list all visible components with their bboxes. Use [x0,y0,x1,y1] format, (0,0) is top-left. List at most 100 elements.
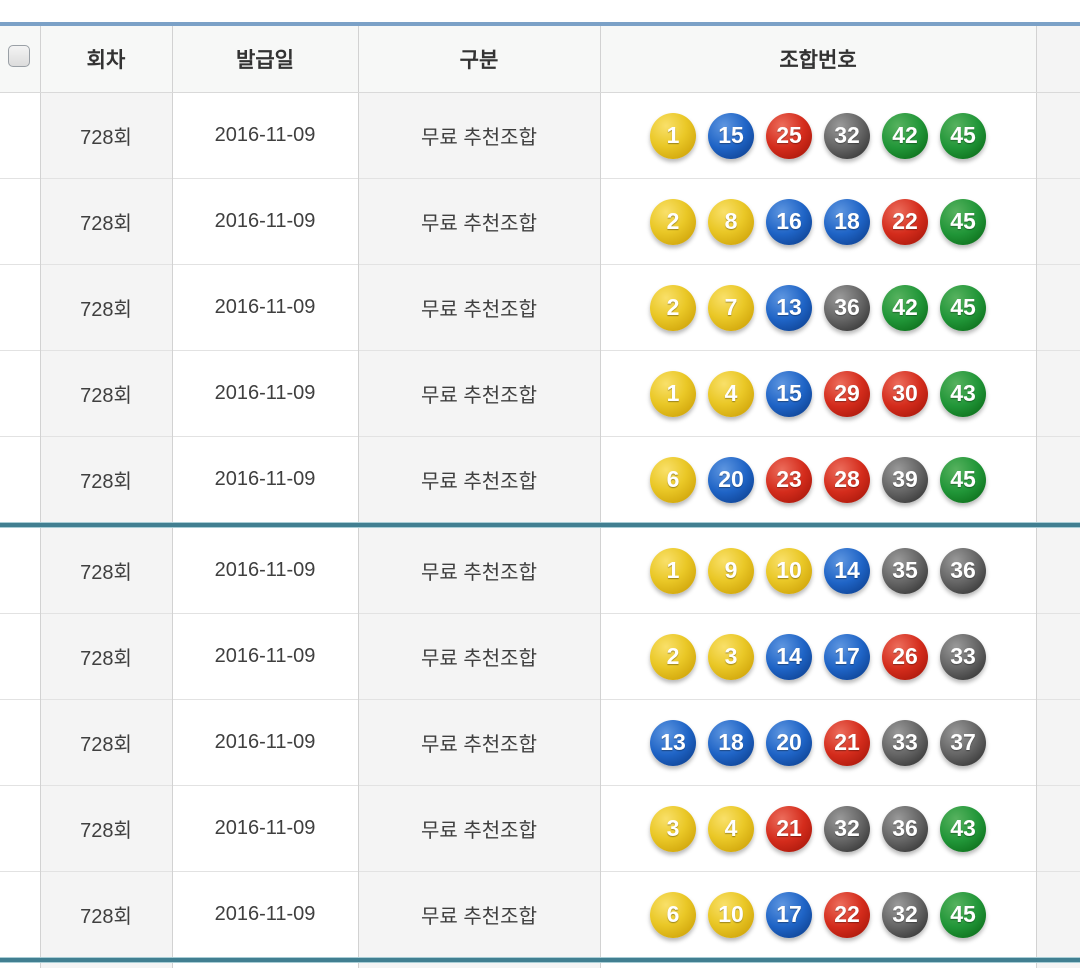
row-checkbox-cell [0,178,41,265]
lotto-ball: 26 [882,633,928,680]
lotto-ball: 22 [882,198,928,245]
row-checkbox-cell [0,528,41,614]
table-row: 728회 2016-11-09 무료 추천조합 13 18 20 21 33 37 [0,699,1080,786]
lotto-ball: 16 [766,198,812,245]
lotto-ball: 29 [824,370,870,417]
table-row: 728회 2016-11-09 무료 추천조합 3 4 21 32 36 43 [0,785,1080,872]
lotto-ball: 3 [650,805,696,852]
category-cell: 무료 추천조합 [358,699,601,786]
top-margin [0,0,1080,22]
lotto-ball: 43 [940,370,986,417]
combination-table: 회차 발급일 구분 조합번호 728회 2016-11-09 무료 추천조합 1 15 2… [0,26,1080,522]
combination-cell: 2 3 14 17 26 33 [600,613,1037,700]
lotto-ball: 3 [708,633,754,680]
row-extra-cell [1036,92,1080,179]
row-extra-cell [1036,699,1080,786]
header-combination: 조합번호 [600,26,1037,93]
lotto-ball: 45 [940,112,986,159]
lotto-ball: 4 [708,370,754,417]
issue-date-cell: 2016-11-09 [172,699,359,786]
combination-cell: 6 10 17 22 32 45 [600,871,1037,957]
row-group-1: 728회 2016-11-09 무료 추천조합 1 15 25 32 42 45 728회 2016… [0,92,1080,522]
issue-date-cell: 2016-11-09 [172,178,359,265]
lotto-ball: 32 [882,891,928,938]
row-checkbox-cell [0,264,41,351]
lotto-ball: 32 [824,112,870,159]
row-checkbox-cell [0,871,41,957]
combination-cell: 1 9 10 14 35 36 [600,528,1037,614]
lotto-ball: 23 [766,456,812,503]
lotto-ball: 13 [650,719,696,766]
lotto-ball: 6 [650,891,696,938]
next-row-clipped [0,963,1080,968]
ball-row: 6 20 23 28 39 45 [601,456,1036,503]
header-issue-date: 발급일 [172,26,359,93]
category-cell: 무료 추천조합 [358,350,601,437]
lotto-ball: 36 [882,805,928,852]
lotto-ball: 20 [708,456,754,503]
row-extra-cell [1036,613,1080,700]
header-checkbox-cell [0,26,41,93]
group-separator [0,522,1080,528]
select-all-checkbox[interactable] [8,45,30,67]
row-extra-cell [1036,350,1080,437]
table-row [0,963,1080,968]
category-cell: 무료 추천조합 [358,785,601,872]
lotto-ball: 17 [766,891,812,938]
row-group-2: 728회 2016-11-09 무료 추천조합 1 9 10 14 35 36 728회 2016-… [0,528,1080,957]
lotto-ball: 18 [708,719,754,766]
lotto-ball: 43 [940,805,986,852]
round-cell: 728회 [40,178,173,265]
header-category: 구분 [358,26,601,93]
category-cell: 무료 추천조합 [358,528,601,614]
round-cell: 728회 [40,92,173,179]
ball-row: 6 10 17 22 32 45 [601,891,1036,938]
lotto-ball: 28 [824,456,870,503]
lotto-ball: 42 [882,284,928,331]
lotto-ball: 33 [940,633,986,680]
header-extra-cell [1036,26,1080,93]
issue-date-cell: 2016-11-09 [172,350,359,437]
lotto-ball: 36 [824,284,870,331]
round-cell: 728회 [40,871,173,957]
lotto-ball: 20 [766,719,812,766]
lotto-ball: 42 [882,112,928,159]
round-cell: 728회 [40,785,173,872]
top-accent-rule [0,22,1080,26]
round-cell: 728회 [40,699,173,786]
lotto-ball: 9 [708,547,754,594]
lotto-ball: 2 [650,284,696,331]
combination-cell: 3 4 21 32 36 43 [600,785,1037,872]
issue-date-cell: 2016-11-09 [172,528,359,614]
row-checkbox-cell [0,785,41,872]
row-extra-cell [1036,178,1080,265]
issue-date-cell: 2016-11-09 [172,264,359,351]
combination-cell: 2 7 13 36 42 45 [600,264,1037,351]
row-extra-cell [1036,528,1080,614]
row-checkbox-cell [0,436,41,522]
ball-row: 13 18 20 21 33 37 [601,719,1036,766]
combination-table-group-2: 728회 2016-11-09 무료 추천조합 1 9 10 14 35 36 728회 2016-… [0,528,1080,957]
round-cell: 728회 [40,528,173,614]
lotto-ball: 45 [940,891,986,938]
category-cell: 무료 추천조합 [358,613,601,700]
round-cell: 728회 [40,436,173,522]
category-cell: 무료 추천조합 [358,92,601,179]
category-cell: 무료 추천조합 [358,264,601,351]
header-round: 회차 [40,26,173,93]
lotto-ball: 6 [650,456,696,503]
category-cell: 무료 추천조합 [358,436,601,522]
table-row: 728회 2016-11-09 무료 추천조합 6 10 17 22 32 45 [0,871,1080,957]
lotto-ball: 45 [940,198,986,245]
table-header-row: 회차 발급일 구분 조합번호 [0,26,1080,93]
lotto-ball: 2 [650,633,696,680]
table-row: 728회 2016-11-09 무료 추천조합 2 7 13 36 42 45 [0,264,1080,351]
row-extra-cell [1036,436,1080,522]
lotto-ball: 1 [650,547,696,594]
lotto-ball: 2 [650,198,696,245]
ball-row: 1 9 10 14 35 36 [601,547,1036,594]
combination-cell: 1 4 15 29 30 43 [600,350,1037,437]
lotto-ball: 13 [766,284,812,331]
round-cell: 728회 [40,264,173,351]
